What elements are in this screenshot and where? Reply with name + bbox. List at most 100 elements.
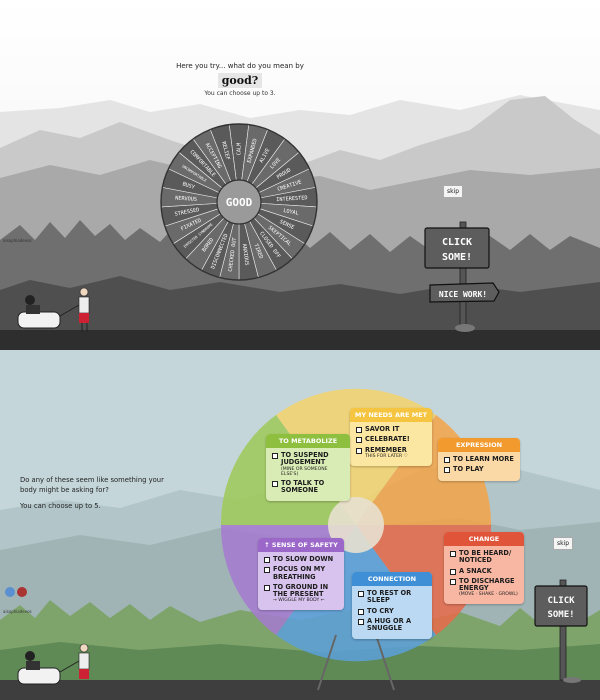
need-option-label: TO PLAY <box>453 465 484 474</box>
checkbox[interactable] <box>356 447 362 454</box>
need-option[interactable]: TO CRY <box>358 606 426 615</box>
need-option[interactable]: CELEBRATE! <box>356 435 426 444</box>
card-expression: EXPRESSION TO LEARN MORE TO PLAY <box>438 438 520 481</box>
checkbox[interactable] <box>356 437 362 444</box>
need-option-label: FOCUS ON MY BREATHING <box>273 565 326 581</box>
credit-avatar-icon <box>17 587 27 597</box>
person-in-bathtub-illustration <box>17 643 90 685</box>
prompt-text: Do any of these seem like something your… <box>20 476 170 518</box>
need-option[interactable]: TO BE HEARD/ NOTICED <box>450 549 518 565</box>
need-option-label: REMEMBER THIS FOR LATER ♡ <box>365 445 408 459</box>
need-option[interactable]: TO SLOW DOWN <box>264 555 338 563</box>
need-option-label: A HUG OR A SNUGGLE <box>367 616 412 632</box>
need-option-sublabel: → WIGGLE MY BODY ← <box>273 598 325 604</box>
need-option[interactable]: TO LEARN MORE <box>444 455 514 463</box>
checkbox[interactable] <box>450 568 456 575</box>
need-option[interactable]: A HUG OR A SNUGGLE <box>358 616 426 633</box>
need-option[interactable]: TO REST OR SLEEP <box>358 589 426 605</box>
checkbox[interactable] <box>444 457 450 463</box>
need-option[interactable]: TO DISCHARGE ENERGY (MOVE · SHAKE · GROWL… <box>450 576 518 598</box>
sign-labels: CLICK SOME! NICE WORK! <box>439 237 487 299</box>
wheel-outline <box>160 123 318 281</box>
sign-labels: CLICK SOME! <box>547 596 575 620</box>
credit-badge[interactable]: aisophiadevos <box>3 609 32 614</box>
wheel-word[interactable]: INTERESTED <box>276 195 308 203</box>
need-option[interactable]: TO TALK TO SOMEONE <box>272 479 344 495</box>
card-needs-met: MY NEEDS ARE MET SAVOR IT CELEBRATE! REMEMB… <box>350 408 432 466</box>
sign-nice-work: NICE WORK! <box>439 290 487 299</box>
sign-line-1: CLICK <box>442 237 472 248</box>
need-option[interactable]: TO PLAY <box>444 465 514 474</box>
checkbox[interactable] <box>264 584 270 591</box>
wheel-word[interactable]: ANXIOUS <box>241 243 250 265</box>
wheel-word[interactable]: CHECKED OUT <box>228 237 238 272</box>
wheel-word[interactable]: RELIEF <box>220 141 230 161</box>
wheel-word[interactable]: TIRED <box>252 243 263 260</box>
need-option[interactable]: FOCUS ON MY BREATHING <box>264 566 338 581</box>
need-option[interactable]: REMEMBER THIS FOR LATER ♡ <box>356 445 426 459</box>
sign-line-1: CLICK <box>547 596 575 606</box>
wheel-word[interactable]: NERVOUS <box>175 195 197 202</box>
skip-button[interactable]: skip <box>443 185 464 198</box>
wheel-word[interactable]: STRESSED <box>174 207 200 218</box>
card-title: MY NEEDS ARE MET <box>350 408 432 422</box>
checkbox[interactable] <box>264 567 270 574</box>
prompt-instructions: You can choose up to 3. <box>204 90 276 97</box>
checkbox[interactable] <box>450 578 456 585</box>
need-option[interactable]: TO SUSPEND JUDGEMENT (MINE OR SOMEONE ELS… <box>272 451 344 477</box>
need-option-label: TO REST OR SLEEP <box>367 589 412 605</box>
wheel-center-label: GOOD <box>226 196 253 209</box>
sign-line-2: SOME! <box>442 252 472 263</box>
wheel-word[interactable]: LOYAL <box>283 208 299 217</box>
need-option-label: TO SLOW DOWN <box>273 555 334 563</box>
need-option-label: SAVOR IT <box>365 425 400 433</box>
need-option-sublabel: THIS FOR LATER ♡ <box>365 453 408 459</box>
need-option[interactable]: TO GROUND IN THE PRESENT → WIGGLE MY BODY… <box>264 583 338 604</box>
card-title: ↑ SENSE OF SAFETY <box>258 538 344 552</box>
checkbox[interactable] <box>358 608 364 615</box>
checkbox[interactable] <box>450 551 456 557</box>
checkbox[interactable] <box>272 453 278 459</box>
checkbox[interactable] <box>264 557 270 563</box>
card-title: TO METABOLIZE <box>266 434 350 448</box>
card-sense-of-safety: ↑ SENSE OF SAFETY TO SLOW DOWN FOCUS ON MY… <box>258 538 344 611</box>
checkbox[interactable] <box>358 618 364 625</box>
prompt-text: Here you try... what do you mean by good… <box>150 62 330 97</box>
prompt-instructions: You can choose up to 5. <box>20 501 101 510</box>
need-option[interactable]: A SNACK <box>450 566 518 575</box>
checkbox[interactable] <box>444 467 450 474</box>
checkbox[interactable] <box>272 480 278 487</box>
card-to-metabolize: TO METABOLIZE TO SUSPEND JUDGEMENT (MINE O… <box>266 434 350 502</box>
card-title: EXPRESSION <box>438 438 520 452</box>
need-option-label: TO DISCHARGE ENERGY (MOVE · SHAKE · GROWL… <box>459 576 518 598</box>
need-option[interactable]: SAVOR IT <box>356 425 426 433</box>
card-title: CHANGE <box>444 532 524 546</box>
wheel-word[interactable]: BUSY <box>182 181 197 191</box>
need-option-label: A SNACK <box>459 566 492 575</box>
need-option-label: TO SUSPEND JUDGEMENT (MINE OR SOMEONE ELS… <box>281 451 344 477</box>
wheel-word[interactable]: CALM <box>237 143 243 156</box>
sign-line-2: SOME! <box>547 610 574 620</box>
person-in-bathtub-illustration <box>17 287 90 332</box>
card-title: CONNECTION <box>352 572 432 586</box>
mountain-background <box>0 350 600 700</box>
prompt-keyword: good? <box>217 73 263 88</box>
card-connection: CONNECTION TO REST OR SLEEP TO CRY A HUG OR… <box>352 572 432 640</box>
need-option-label: TO BE HEARD/ NOTICED <box>459 549 512 565</box>
credit-badge[interactable]: aisophiadevos <box>3 238 32 243</box>
prompt-line: Here you try... what do you mean by <box>176 62 304 70</box>
card-change: CHANGE TO BE HEARD/ NOTICED A SNACK TO DISC… <box>444 532 524 605</box>
signpost-illustration <box>424 221 500 333</box>
screen-feelings-wheel: Here you try... what do you mean by good… <box>0 0 600 350</box>
checkbox[interactable] <box>358 591 364 597</box>
need-option-label: CELEBRATE! <box>365 435 410 444</box>
checkbox[interactable] <box>356 427 362 433</box>
skip-button[interactable]: skip <box>553 537 574 550</box>
feelings-wheel[interactable]: CALM EXPANDED ALIVELOVEPROUDCREATIVEINTERE… <box>154 122 324 282</box>
signpost-illustration <box>534 579 588 683</box>
need-option-sublabel: (MINE OR SOMEONE ELSE'S) <box>281 466 328 477</box>
need-option-label: TO LEARN MORE <box>453 455 514 463</box>
need-option-label: TO CRY <box>367 606 394 615</box>
need-option-label: TO GROUND IN THE PRESENT → WIGGLE MY BODY… <box>273 583 338 604</box>
wheel-center <box>216 179 262 225</box>
